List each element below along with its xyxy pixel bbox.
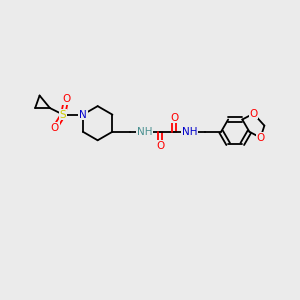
Text: O: O xyxy=(249,109,258,118)
Text: O: O xyxy=(51,123,59,133)
Text: S: S xyxy=(60,110,67,120)
Text: O: O xyxy=(170,112,178,123)
Text: O: O xyxy=(256,133,265,142)
Text: O: O xyxy=(62,94,70,104)
Text: NH: NH xyxy=(182,127,197,137)
Text: O: O xyxy=(156,141,164,151)
Text: NH: NH xyxy=(137,127,153,137)
Text: N: N xyxy=(79,110,87,120)
